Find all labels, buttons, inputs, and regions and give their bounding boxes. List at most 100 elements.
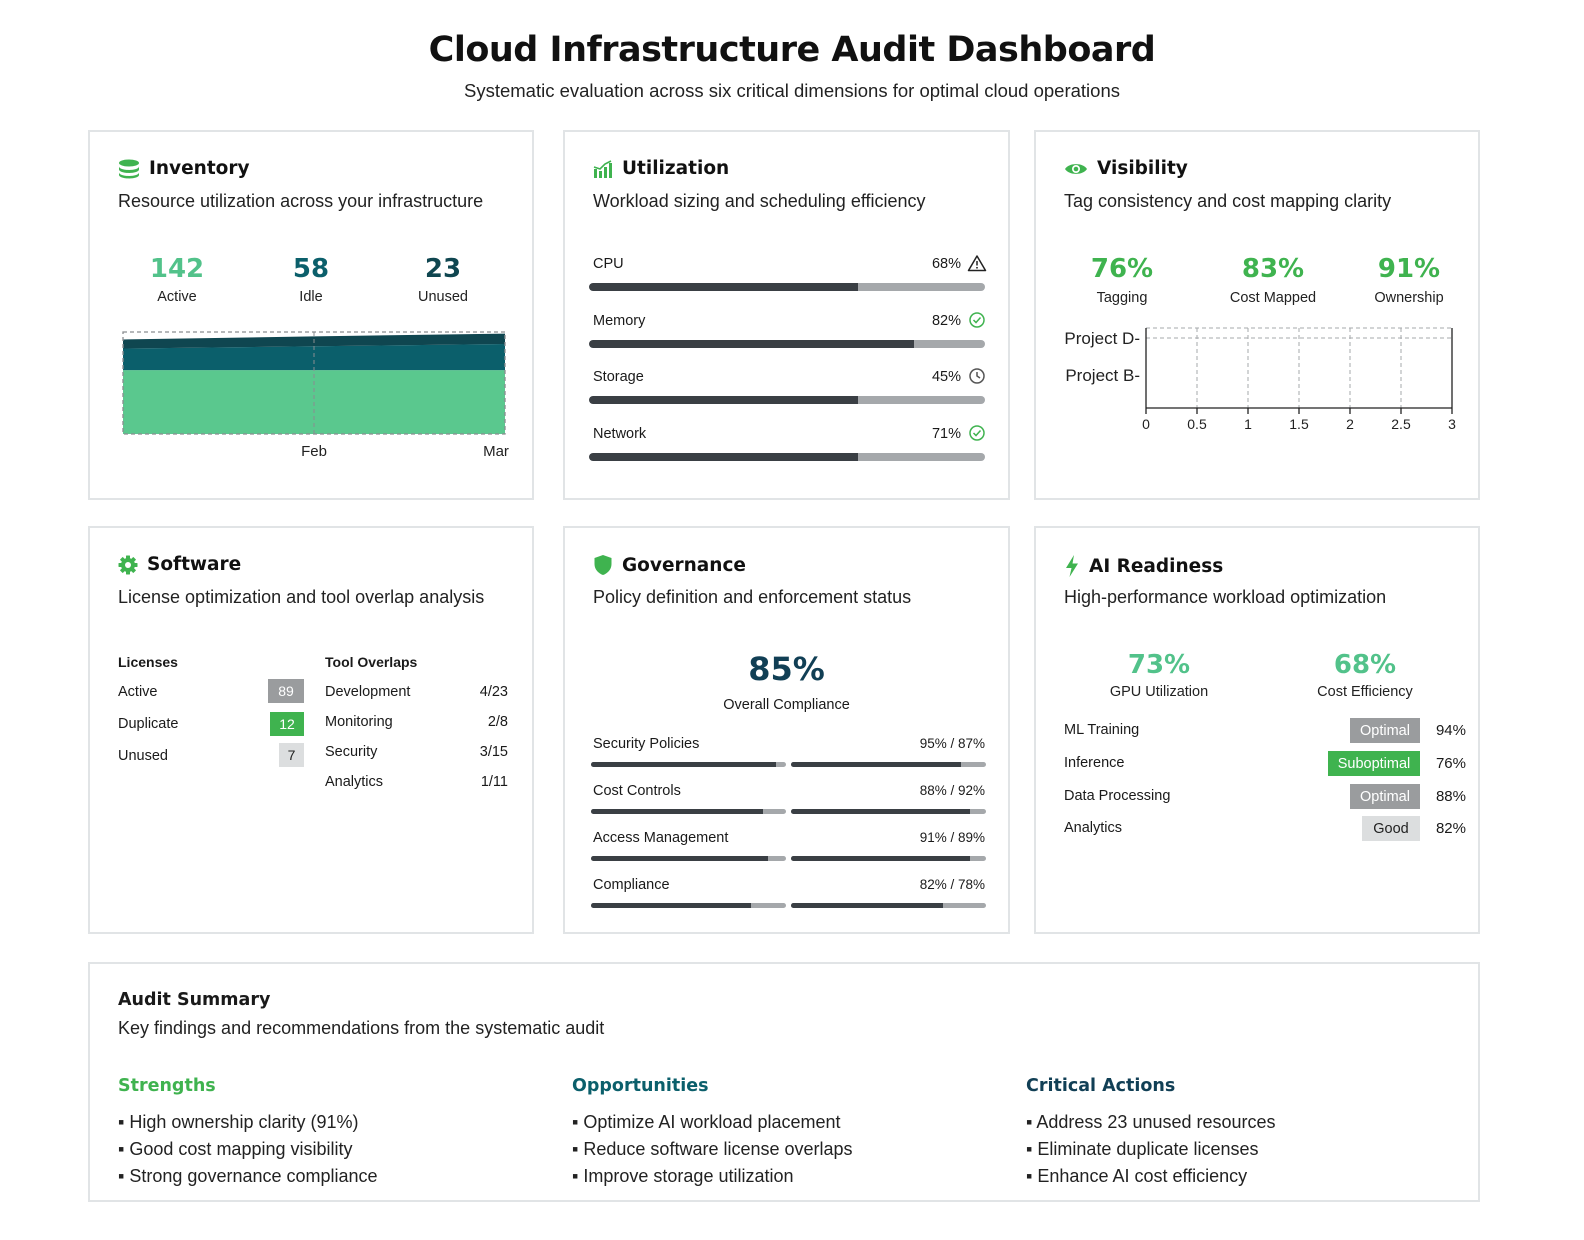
gov-name: Cost Controls bbox=[593, 783, 681, 799]
ai-row-pct: 82% bbox=[1435, 820, 1466, 837]
overlap-label: Monitoring bbox=[325, 714, 393, 730]
license-badge-active: 89 bbox=[268, 679, 304, 703]
stat-unused: 23 Unused bbox=[388, 254, 498, 305]
page-title: Cloud Infrastructure Audit Dashboard bbox=[428, 30, 1156, 70]
utilization-card-title: Utilization bbox=[593, 158, 729, 179]
action-item: ▪ Address 23 unused resources bbox=[1026, 1112, 1276, 1132]
inventory-card-title: Inventory bbox=[118, 158, 250, 179]
software-subtitle: License optimization and tool overlap an… bbox=[118, 587, 485, 607]
inventory-area-chart: Feb Mar bbox=[122, 331, 509, 460]
stat-ownership-value: 91% bbox=[1377, 254, 1441, 284]
visibility-title: Visibility bbox=[1097, 158, 1188, 179]
stat-cost-mapped-value: 83% bbox=[1241, 254, 1305, 284]
x-tick-mar: Mar bbox=[483, 443, 509, 460]
governance-title: Governance bbox=[622, 554, 746, 576]
gov-bar-a bbox=[591, 762, 786, 767]
util-name: Network bbox=[593, 426, 647, 442]
action-item: ▪ Enhance AI cost efficiency bbox=[1026, 1166, 1248, 1186]
stat-idle-label: Idle bbox=[299, 289, 323, 305]
x-tick-label: 2.5 bbox=[1391, 416, 1411, 432]
strength-item: ▪ High ownership clarity (91%) bbox=[118, 1112, 359, 1132]
software-card: Software License optimization and tool o… bbox=[88, 526, 534, 934]
license-badge-duplicate: 12 bbox=[270, 712, 304, 736]
software-title: Software bbox=[147, 554, 242, 575]
ai-row-name: Analytics bbox=[1064, 820, 1123, 836]
warning-icon bbox=[967, 255, 987, 272]
util-bar-fill bbox=[589, 283, 859, 291]
stat-unused-value: 23 bbox=[424, 254, 462, 284]
action-item: ▪ Eliminate duplicate licenses bbox=[1026, 1139, 1259, 1159]
ai-row-pct: 88% bbox=[1435, 788, 1466, 805]
util-name: Memory bbox=[593, 313, 646, 329]
governance-card-title: Governance bbox=[593, 554, 746, 576]
gov-bar-a bbox=[591, 903, 786, 908]
gov-name: Compliance bbox=[593, 877, 670, 893]
license-label-unused: Unused bbox=[118, 748, 168, 764]
x-tick-label: 1 bbox=[1244, 416, 1252, 432]
ai-row-name: Data Processing bbox=[1064, 788, 1171, 804]
opportunity-item: ▪ Improve storage utilization bbox=[572, 1166, 794, 1186]
ai-status-badge: Suboptimal bbox=[1328, 751, 1420, 776]
util-pct: 45% bbox=[931, 369, 961, 385]
opportunity-item: ▪ Reduce software license overlaps bbox=[572, 1139, 853, 1159]
licenses-header: Licenses bbox=[118, 654, 178, 670]
summary-title: Audit Summary bbox=[118, 990, 271, 1010]
y-tick-project-d: Project D- bbox=[1064, 329, 1140, 348]
stat-active: 142 Active bbox=[122, 254, 232, 305]
overall-compliance-value: 85% bbox=[748, 650, 825, 688]
ai-row-pct: 94% bbox=[1435, 722, 1466, 739]
util-bar-track bbox=[589, 453, 985, 461]
opportunities-column: Opportunities ▪ Optimize AI workload pla… bbox=[572, 1076, 972, 1190]
ai-row-name: Inference bbox=[1064, 755, 1125, 771]
ai-status-badge: Good bbox=[1362, 816, 1420, 841]
stat-gpu-value: 73% bbox=[1127, 650, 1191, 680]
overall-compliance-label: Overall Compliance bbox=[723, 697, 850, 713]
util-bar-fill bbox=[589, 396, 859, 404]
critical-actions-title: Critical Actions bbox=[1026, 1076, 1176, 1096]
stat-ownership: 91% Ownership bbox=[1349, 254, 1469, 306]
license-label-duplicate: Duplicate bbox=[118, 716, 179, 732]
overlap-value: 4/23 bbox=[479, 684, 508, 700]
strengths-column: Strengths ▪ High ownership clarity (91%)… bbox=[118, 1076, 518, 1190]
ai-row-ml-training: ML Training Optimal 94% bbox=[1064, 718, 1466, 744]
overlap-label: Development bbox=[325, 684, 411, 700]
gov-bar-b bbox=[791, 856, 986, 861]
shield-icon bbox=[594, 555, 612, 575]
gov-bar-b bbox=[791, 903, 986, 908]
x-tick-label: 3 bbox=[1448, 416, 1456, 432]
database-icon bbox=[119, 159, 139, 178]
visibility-subtitle: Tag consistency and cost mapping clarity bbox=[1064, 191, 1392, 211]
gov-value: 91% / 89% bbox=[919, 830, 985, 845]
overlap-value: 2/8 bbox=[487, 714, 508, 730]
util-bar-track bbox=[589, 340, 985, 348]
opportunities-title: Opportunities bbox=[572, 1076, 709, 1096]
x-tick-feb: Feb bbox=[301, 443, 327, 460]
stat-cost-eff-label: Cost Efficiency bbox=[1317, 684, 1413, 700]
stat-cost-eff-value: 68% bbox=[1333, 650, 1397, 680]
inventory-card: Inventory Resource utilization across yo… bbox=[88, 130, 534, 500]
bar-chart-icon bbox=[593, 159, 612, 178]
x-tick-label: 1.5 bbox=[1289, 416, 1309, 432]
stat-gpu-label: GPU Utilization bbox=[1109, 684, 1209, 700]
audit-summary-card: Audit Summary Key findings and recommend… bbox=[88, 962, 1480, 1202]
opportunity-item: ▪ Optimize AI workload placement bbox=[572, 1112, 841, 1132]
stat-active-value: 142 bbox=[149, 254, 205, 284]
utilization-card: Utilization Workload sizing and scheduli… bbox=[563, 130, 1010, 500]
stat-tagging: 76% Tagging bbox=[1062, 254, 1182, 306]
stat-cost-mapped: 83% Cost Mapped bbox=[1213, 254, 1333, 306]
stat-gpu-utilization: 73% GPU Utilization bbox=[1099, 650, 1219, 700]
y-tick-project-b: Project B- bbox=[1065, 366, 1140, 385]
visibility-card: Visibility Tag consistency and cost mapp… bbox=[1034, 130, 1480, 500]
gear-icon bbox=[118, 555, 138, 574]
stat-unused-label: Unused bbox=[418, 289, 468, 305]
area-series-idle bbox=[123, 344, 505, 371]
x-tick-label: 0 bbox=[1142, 416, 1150, 432]
governance-subtitle: Policy definition and enforcement status bbox=[593, 587, 912, 607]
x-tick-label: 0.5 bbox=[1187, 416, 1207, 432]
overlap-label: Analytics bbox=[325, 774, 384, 790]
inventory-title: Inventory bbox=[149, 158, 250, 179]
visibility-bar-chart: 0 0.5 1 1.5 2 2.5 3 Project D- Project B- bbox=[1064, 327, 1456, 432]
check-circle-icon bbox=[969, 425, 985, 441]
stat-idle: 58 Idle bbox=[256, 254, 366, 305]
gov-bar-a bbox=[591, 809, 786, 814]
